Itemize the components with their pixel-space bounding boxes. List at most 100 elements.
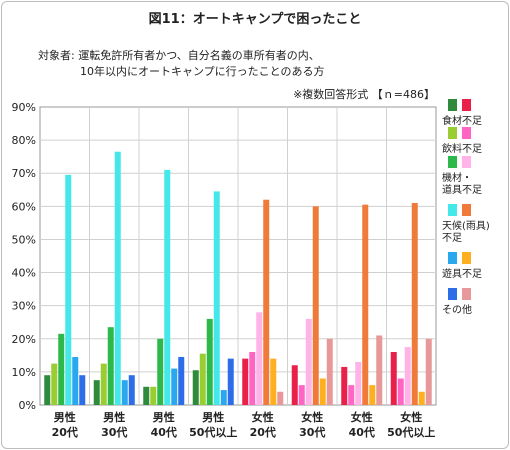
legend-swatch-female bbox=[462, 252, 471, 264]
bar bbox=[256, 312, 263, 405]
x-category-label: 男性 bbox=[153, 410, 175, 424]
y-tick-label: 40% bbox=[12, 267, 36, 280]
bar bbox=[362, 204, 369, 405]
bar bbox=[270, 358, 277, 405]
x-category-label: 40代 bbox=[349, 425, 375, 439]
bar bbox=[100, 363, 107, 405]
subject-label: 対象者: bbox=[38, 49, 75, 62]
bar bbox=[192, 370, 199, 405]
x-category-label: 女性 bbox=[301, 410, 323, 424]
bar bbox=[263, 199, 270, 405]
bar bbox=[206, 318, 213, 405]
bar bbox=[171, 368, 178, 405]
x-category-label: 女性 bbox=[252, 410, 274, 424]
legend-label: 遊具不足 bbox=[442, 267, 482, 280]
bar bbox=[355, 361, 362, 405]
legend-label: その他 bbox=[442, 303, 472, 316]
x-category-label: 50代以上 bbox=[189, 425, 237, 439]
y-tick-label: 50% bbox=[12, 233, 36, 246]
legend-swatch-female bbox=[462, 156, 471, 168]
bar bbox=[277, 391, 284, 405]
legend-swatch-male bbox=[448, 127, 457, 139]
y-tick-label: 0% bbox=[19, 399, 36, 412]
y-tick-label: 20% bbox=[12, 333, 36, 346]
bar bbox=[213, 191, 220, 405]
bar bbox=[114, 151, 121, 405]
y-tick-label: 70% bbox=[12, 167, 36, 180]
bar bbox=[65, 174, 72, 405]
bar bbox=[390, 352, 397, 405]
legend-label: 機材・ bbox=[442, 171, 472, 184]
y-tick-label: 90% bbox=[12, 101, 36, 114]
bar bbox=[411, 203, 418, 405]
bar bbox=[58, 333, 65, 405]
y-tick-label: 80% bbox=[12, 134, 36, 147]
x-category-label: 20代 bbox=[52, 425, 78, 439]
subject-text: 対象者: 運転免許所有者かつ、自分名義の車所有者の内、 10年以内にオートキャン… bbox=[38, 48, 325, 80]
bar bbox=[397, 378, 404, 405]
x-category-label: 30代 bbox=[299, 425, 325, 439]
bar bbox=[121, 380, 128, 405]
bar bbox=[220, 390, 227, 405]
bar bbox=[242, 358, 249, 405]
bar bbox=[326, 338, 333, 405]
legend-swatch-female bbox=[462, 99, 471, 111]
legend-label: 飲料不足 bbox=[442, 142, 482, 155]
legend-label: 不足 bbox=[442, 232, 462, 244]
chart-title: 図11：オートキャンプで困ったこと bbox=[148, 12, 362, 27]
x-category-label: 30代 bbox=[101, 425, 127, 439]
bar bbox=[312, 206, 319, 405]
bar bbox=[178, 356, 185, 405]
y-tick-label: 10% bbox=[12, 366, 36, 379]
legend-swatch-male bbox=[448, 99, 457, 111]
x-category-label: 男性 bbox=[202, 410, 224, 424]
bar bbox=[376, 335, 383, 405]
bar bbox=[348, 385, 355, 405]
x-category-label: 40代 bbox=[151, 425, 177, 439]
legend-swatch-male bbox=[448, 156, 457, 168]
bar bbox=[298, 385, 305, 405]
legend-swatch-male bbox=[448, 204, 457, 216]
legend-label: 道具不足 bbox=[442, 183, 482, 196]
bar bbox=[164, 169, 171, 405]
x-category-label: 20代 bbox=[250, 425, 276, 439]
bar bbox=[93, 380, 100, 405]
bar bbox=[157, 338, 164, 405]
y-tick-label: 30% bbox=[12, 300, 36, 313]
bar bbox=[291, 365, 298, 405]
legend-swatch-male bbox=[448, 288, 457, 300]
bar bbox=[227, 358, 234, 405]
legend-swatch-female bbox=[462, 127, 471, 139]
x-category-label: 男性 bbox=[54, 410, 76, 424]
bar bbox=[128, 375, 135, 405]
bar bbox=[305, 318, 312, 405]
legend-swatch-female bbox=[462, 204, 471, 216]
bar bbox=[79, 375, 86, 405]
bar bbox=[341, 366, 348, 405]
legend-label: 食材不足 bbox=[442, 114, 482, 127]
legend-swatch-male bbox=[448, 252, 457, 264]
bar bbox=[51, 363, 58, 405]
bar bbox=[319, 378, 326, 405]
x-category-label: 50代以上 bbox=[387, 425, 435, 439]
x-category-label: 女性 bbox=[351, 410, 373, 424]
bar bbox=[44, 375, 51, 405]
y-tick-label: 60% bbox=[12, 200, 36, 213]
subject-line2: 10年以内にオートキャンプに行ったことのある方 bbox=[80, 65, 325, 78]
bar bbox=[150, 386, 157, 405]
bar bbox=[72, 356, 79, 405]
bar bbox=[107, 327, 114, 405]
x-category-label: 男性 bbox=[103, 410, 125, 424]
bar bbox=[418, 391, 425, 405]
legend-swatch-female bbox=[462, 288, 471, 300]
bar bbox=[425, 338, 432, 405]
bar bbox=[199, 353, 206, 405]
bar bbox=[404, 347, 411, 405]
legend-label: 天候(雨具) bbox=[442, 219, 490, 232]
x-category-label: 女性 bbox=[400, 410, 422, 424]
bar bbox=[143, 386, 150, 405]
response-note: ※複数回答形式 【ｎ=486】 bbox=[293, 88, 435, 101]
bar bbox=[249, 352, 256, 405]
bar bbox=[369, 385, 376, 405]
